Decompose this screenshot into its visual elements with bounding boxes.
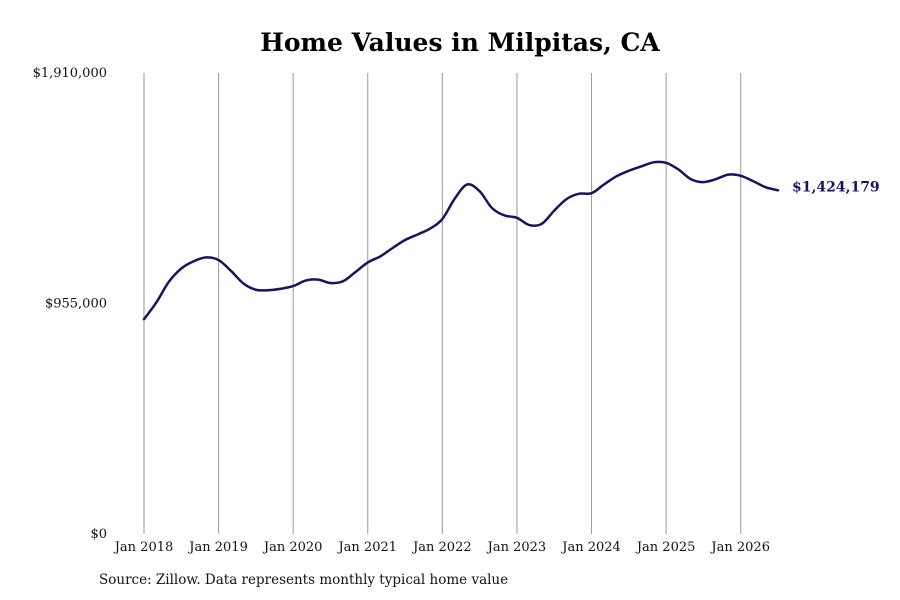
y-tick-label: $955,000 (45, 297, 107, 312)
x-axis-ticks: Jan 2018 Jan 2019 Jan 2020 Jan 2021 Jan 2022… (113, 540, 770, 555)
y-tick-label: $1,910,000 (33, 66, 107, 81)
y-tick-label: $0 (90, 527, 107, 542)
x-tick-label: Jan 2022 (411, 540, 472, 555)
x-tick-label: Jan 2021 (336, 540, 397, 555)
home-value-line (142, 160, 780, 321)
gridlines (143, 73, 742, 534)
x-tick-label: Jan 2025 (635, 540, 696, 555)
end-value-label: $1,424,179 (792, 179, 880, 195)
x-tick-label: Jan 2026 (709, 540, 770, 555)
series-layer (142, 160, 780, 321)
x-tick-label: Jan 2019 (187, 540, 248, 555)
chart-title: Home Values in Milpitas, CA (260, 28, 660, 57)
x-tick-label: Jan 2024 (560, 540, 621, 555)
source-note: Source: Zillow. Data represents monthly … (99, 572, 509, 588)
x-tick-label: Jan 2023 (486, 540, 547, 555)
x-tick-label: Jan 2018 (113, 540, 174, 555)
x-tick-label: Jan 2020 (262, 540, 323, 555)
y-axis-ticks: $0 $955,000 $1,910,000 (33, 66, 107, 542)
